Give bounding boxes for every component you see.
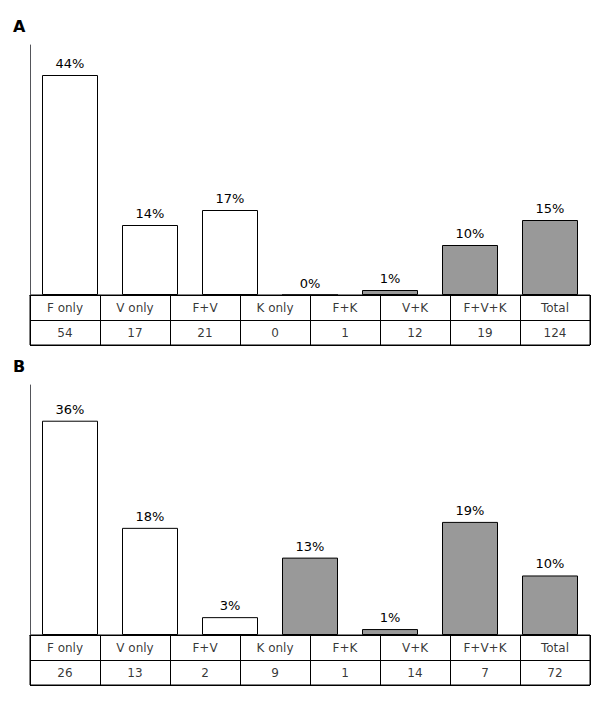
svg-text:44%: 44% bbox=[56, 56, 85, 71]
svg-text:13: 13 bbox=[127, 666, 142, 680]
svg-text:1: 1 bbox=[341, 666, 349, 680]
svg-text:12: 12 bbox=[407, 326, 422, 340]
svg-text:0%: 0% bbox=[300, 276, 321, 291]
svg-text:14: 14 bbox=[407, 666, 422, 680]
svg-text:124: 124 bbox=[544, 326, 567, 340]
svg-text:17: 17 bbox=[127, 326, 142, 340]
svg-text:26: 26 bbox=[57, 666, 72, 680]
svg-text:1: 1 bbox=[341, 326, 349, 340]
svg-text:19%: 19% bbox=[456, 503, 485, 518]
svg-text:Total: Total bbox=[540, 301, 569, 315]
svg-text:V+K: V+K bbox=[402, 301, 429, 315]
svg-text:15%: 15% bbox=[536, 201, 565, 216]
svg-text:B: B bbox=[13, 357, 25, 376]
svg-text:21: 21 bbox=[197, 326, 212, 340]
svg-text:9: 9 bbox=[271, 666, 279, 680]
svg-text:V+K: V+K bbox=[402, 641, 429, 655]
svg-text:3%: 3% bbox=[220, 598, 241, 613]
svg-text:1%: 1% bbox=[380, 610, 401, 625]
svg-text:13%: 13% bbox=[296, 539, 325, 554]
svg-text:36%: 36% bbox=[56, 402, 85, 417]
svg-text:F+V: F+V bbox=[192, 301, 218, 315]
svg-text:14%: 14% bbox=[136, 206, 165, 221]
svg-text:F+K: F+K bbox=[333, 641, 359, 655]
svg-text:F+V+K: F+V+K bbox=[463, 641, 507, 655]
svg-text:V only: V only bbox=[116, 641, 153, 655]
svg-text:F only: F only bbox=[47, 301, 83, 315]
svg-text:19: 19 bbox=[477, 326, 492, 340]
svg-text:72: 72 bbox=[547, 666, 562, 680]
svg-text:F only: F only bbox=[47, 641, 83, 655]
svg-text:K only: K only bbox=[256, 641, 293, 655]
svg-text:Total: Total bbox=[540, 641, 569, 655]
svg-text:10%: 10% bbox=[456, 226, 485, 241]
svg-text:7: 7 bbox=[481, 666, 489, 680]
svg-text:18%: 18% bbox=[136, 509, 165, 524]
svg-text:0: 0 bbox=[271, 326, 279, 340]
svg-text:1%: 1% bbox=[380, 271, 401, 286]
svg-text:V only: V only bbox=[116, 301, 153, 315]
svg-text:F+K: F+K bbox=[333, 301, 359, 315]
svg-text:54: 54 bbox=[57, 326, 72, 340]
svg-text:F+V+K: F+V+K bbox=[463, 301, 507, 315]
svg-text:10%: 10% bbox=[536, 556, 565, 571]
svg-text:K only: K only bbox=[256, 301, 293, 315]
svg-text:F+V: F+V bbox=[192, 641, 218, 655]
svg-text:2: 2 bbox=[201, 666, 209, 680]
svg-text:17%: 17% bbox=[216, 191, 245, 206]
svg-text:A: A bbox=[13, 17, 26, 36]
